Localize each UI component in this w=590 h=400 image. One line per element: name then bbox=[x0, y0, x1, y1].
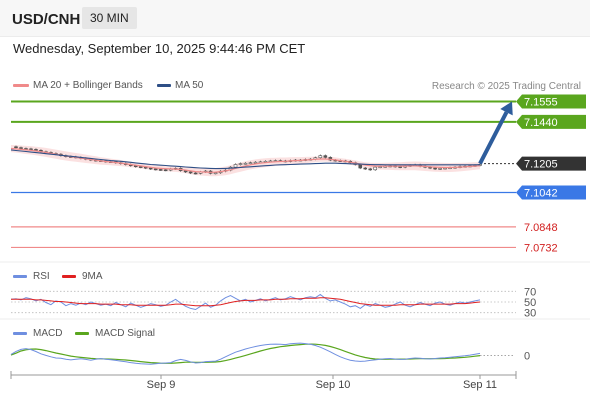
forecast-arrowhead bbox=[500, 101, 513, 116]
x-tick-label: Sep 9 bbox=[147, 379, 176, 391]
level-label: 7.1042 bbox=[524, 187, 558, 199]
rsi-tick-label: 50 bbox=[524, 297, 536, 309]
timeframe-button[interactable]: 30 MIN bbox=[82, 7, 137, 29]
ma50-legend-swatch bbox=[157, 84, 171, 87]
level-tag bbox=[516, 114, 586, 129]
rsi-legend-label: RSI bbox=[33, 271, 50, 282]
level-label: 7.0732 bbox=[524, 242, 558, 254]
level-label: 7.1555 bbox=[524, 97, 558, 109]
header-bar: USD/CNH 30 MIN bbox=[0, 0, 590, 37]
ma20-legend-swatch bbox=[13, 84, 29, 87]
candle-body bbox=[238, 163, 243, 165]
rsi-legend-swatch bbox=[13, 275, 27, 278]
macd-signal-line bbox=[10, 343, 481, 364]
macd-line bbox=[10, 342, 481, 365]
candle-body bbox=[193, 172, 198, 175]
candle-body bbox=[318, 155, 323, 159]
bollinger-band bbox=[11, 145, 480, 177]
candle-body bbox=[14, 146, 18, 149]
rsi-ma-legend-label: 9MA bbox=[82, 271, 103, 282]
forecast-arrow-shaft bbox=[478, 111, 509, 165]
candle-body bbox=[433, 167, 437, 170]
candle-body bbox=[243, 162, 248, 165]
candle-body bbox=[323, 155, 328, 158]
research-credit: Research © 2025 Trading Central bbox=[431, 81, 581, 92]
candle-body bbox=[148, 167, 153, 170]
candle-body bbox=[158, 169, 163, 171]
candle-body bbox=[363, 167, 368, 170]
level-label: 7.1205 bbox=[524, 159, 558, 171]
datetime-label: Wednesday, September 10, 2025 9:44:46 PM… bbox=[13, 41, 306, 56]
macd-signal-legend-swatch bbox=[75, 332, 89, 335]
x-tick-label: Sep 11 bbox=[463, 379, 497, 391]
candle-body bbox=[233, 164, 238, 168]
ma50-legend-label: MA 50 bbox=[175, 80, 204, 91]
candle-body bbox=[368, 168, 373, 171]
macd-legend-swatch bbox=[13, 332, 27, 335]
level-label: 7.1440 bbox=[524, 117, 558, 129]
level-tag bbox=[516, 185, 586, 200]
candle-body bbox=[19, 147, 23, 149]
candle-body bbox=[373, 166, 378, 171]
level-label: 7.0848 bbox=[524, 222, 558, 234]
candle-body bbox=[358, 164, 363, 169]
rsi-line bbox=[10, 293, 481, 311]
rsi-ma-legend-swatch bbox=[62, 275, 76, 278]
macd-tick-label: 0 bbox=[524, 351, 530, 363]
rsi-ma-line bbox=[11, 297, 481, 307]
candle-body bbox=[163, 169, 168, 172]
candle-body bbox=[443, 167, 447, 170]
candle-body bbox=[153, 168, 158, 171]
candle-body bbox=[213, 172, 218, 175]
candle-body bbox=[248, 162, 253, 165]
ma50-line bbox=[10, 149, 481, 170]
symbol-title: USD/CNH bbox=[12, 11, 81, 28]
rsi-tick-label: 30 bbox=[524, 308, 536, 320]
candle-body bbox=[188, 171, 193, 174]
level-tag bbox=[516, 94, 586, 109]
macd-signal-legend-label: MACD Signal bbox=[95, 328, 156, 339]
macd-legend-label: MACD bbox=[33, 328, 63, 339]
candle-body bbox=[253, 161, 258, 164]
x-tick-label: Sep 10 bbox=[316, 379, 351, 391]
ma20-line bbox=[10, 147, 481, 173]
ma20-legend-label: MA 20 + Bollinger Bands bbox=[33, 80, 143, 91]
level-tag bbox=[516, 156, 586, 171]
candle-body bbox=[138, 166, 143, 168]
candle-body bbox=[438, 168, 442, 170]
rsi-tick-label: 70 bbox=[524, 286, 536, 298]
